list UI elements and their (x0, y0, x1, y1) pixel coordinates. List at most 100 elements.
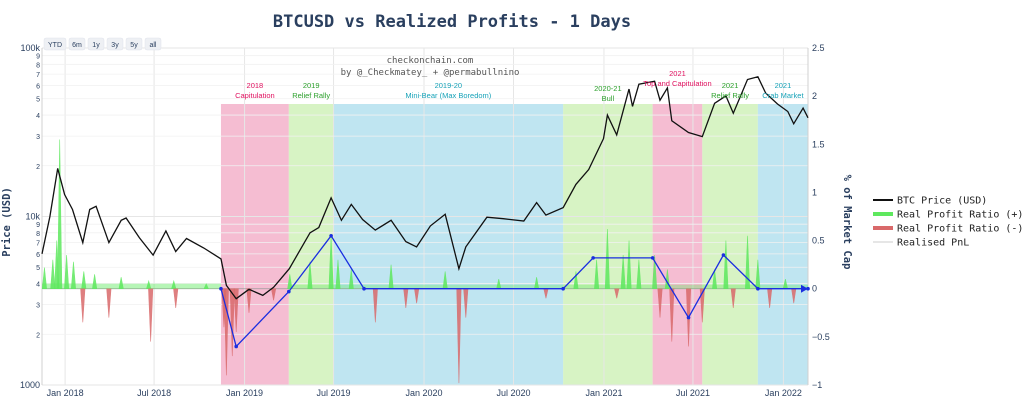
loss-spike (173, 288, 179, 309)
regions-layer (220, 104, 808, 385)
y2-tick-label: −0.5 (812, 332, 830, 342)
profit-spike (348, 269, 354, 290)
profit-spike (57, 139, 63, 290)
range-button-label: 1y (92, 42, 100, 49)
cycle-arrow-vertex (686, 315, 691, 320)
region-band (288, 104, 334, 385)
range-button-bg[interactable] (87, 37, 105, 51)
y-tick-label-major: 100k (20, 43, 40, 53)
region-label-year: 2019-20 (435, 81, 463, 90)
loss-spike (699, 288, 705, 323)
y-tick-label-minor: 9 (36, 222, 40, 229)
profit-spike (620, 254, 626, 290)
range-button-bg[interactable] (144, 37, 162, 51)
profit-spike (118, 277, 124, 290)
loss-spike (730, 288, 736, 309)
range-button-label: all (149, 42, 156, 49)
profit-spike (573, 271, 579, 290)
y-tick-label-minor: 3 (36, 134, 40, 141)
range-button-label: YTD (48, 42, 62, 49)
profit-spike (92, 274, 98, 290)
loss-spike (233, 288, 239, 333)
range-selector: YTD 6m 1y 3y 5y all (43, 37, 162, 51)
y-tick-label-major: 1000 (20, 380, 40, 390)
region-label-year: 2021 (775, 81, 792, 90)
cycle-arrow-vertex (287, 289, 291, 294)
y2-tick-label: 1 (812, 187, 817, 197)
x-tick-label: Jul 2021 (676, 388, 710, 398)
y2-tick-label: 0 (812, 284, 817, 294)
chart-subtitle-authors: by @_Checkmatey_ + @permabullnino (341, 68, 520, 78)
cycle-arrow-path (220, 234, 808, 348)
region-band (220, 104, 289, 385)
region-label-name: Capitulation (235, 91, 275, 100)
y2-axis-label: % of Market Cap (841, 175, 853, 270)
y-tick-label-minor: 2 (36, 332, 40, 339)
y-tick-label-minor: 4 (36, 282, 40, 289)
profit-spike (287, 274, 293, 290)
range-button-bg[interactable] (68, 37, 86, 51)
profit-spike (203, 283, 209, 290)
range-button-bg[interactable] (43, 37, 67, 51)
loss-spike (229, 288, 235, 357)
profit-spike (712, 269, 718, 290)
x-tick-label: Jan 2019 (226, 388, 263, 398)
range-button-bg[interactable] (106, 37, 124, 51)
btc-price-line (41, 76, 809, 300)
legend: BTC Price (USD) Real Profit Ratio (+) Real… (873, 196, 1023, 249)
loss-spike (271, 288, 277, 301)
region-label-name: Relief Rally (711, 91, 749, 100)
profit-spike (41, 267, 47, 290)
profit-baseline-band (42, 283, 221, 289)
y-tick-label-minor: 7 (36, 72, 40, 79)
x-tick-label: Jan 2018 (47, 388, 84, 398)
profit-spike (307, 261, 313, 290)
region-label-year: 2021 (669, 69, 686, 78)
line-layer (41, 76, 810, 349)
region-label-year: 2020-21 (594, 84, 622, 93)
range-button-label: 6m (72, 42, 82, 49)
profit-spike (604, 229, 610, 290)
profit-spike (636, 259, 642, 290)
profit-spike (626, 240, 632, 290)
y-tick-label-minor: 9 (36, 54, 40, 61)
loss-spike (657, 288, 663, 318)
x-tick-label: Jan 2022 (765, 388, 802, 398)
region-label-year: 2018 (247, 81, 264, 90)
range-button-label: 5y (130, 42, 138, 49)
chart-subtitle-site: checkonchain.com (387, 56, 474, 66)
region-label-name: Mini-Bear (Max Boredom) (405, 91, 491, 100)
y2-tick-label: −1 (812, 380, 822, 390)
profit-spike (50, 259, 56, 290)
spike-layer (41, 139, 809, 384)
chart-title: BTCUSD vs Realized Profits - 1 Days (273, 12, 631, 32)
cycle-arrow-head (801, 284, 808, 293)
loss-spike (223, 288, 229, 376)
region-label-year: 2019 (303, 81, 320, 90)
y-tick-label-minor: 5 (36, 97, 40, 104)
cycle-arrow-vertex (362, 286, 366, 291)
profit-spike (64, 254, 70, 290)
legend-item: Real Profit Ratio (-) (897, 224, 1023, 235)
region-band (333, 104, 564, 385)
y-tick-label-major: 10k (25, 212, 40, 222)
y2-tick-label: 2.5 (812, 43, 825, 53)
y-tick-label-minor: 8 (36, 62, 40, 69)
loss-spike (148, 288, 154, 342)
y2-tick-label: 1.5 (812, 139, 825, 149)
y-tick-label-minor: 8 (36, 231, 40, 238)
region-band (652, 104, 703, 385)
range-button-bg[interactable] (125, 37, 143, 51)
cycle-arrow-vertex (561, 286, 565, 291)
cycle-arrow-vertex (591, 256, 595, 260)
y-axis-label: Price (USD) (1, 187, 13, 257)
y-tick-label-minor: 7 (36, 241, 40, 248)
profit-spike (594, 259, 600, 290)
legend-item: BTC Price (USD) (897, 196, 987, 207)
y-tick-label-minor: 6 (36, 83, 40, 90)
cycle-arrow-vertex (219, 286, 223, 291)
profit-baseline-band (288, 284, 809, 289)
legend-item: Real Profit Ratio (+) (897, 210, 1023, 221)
